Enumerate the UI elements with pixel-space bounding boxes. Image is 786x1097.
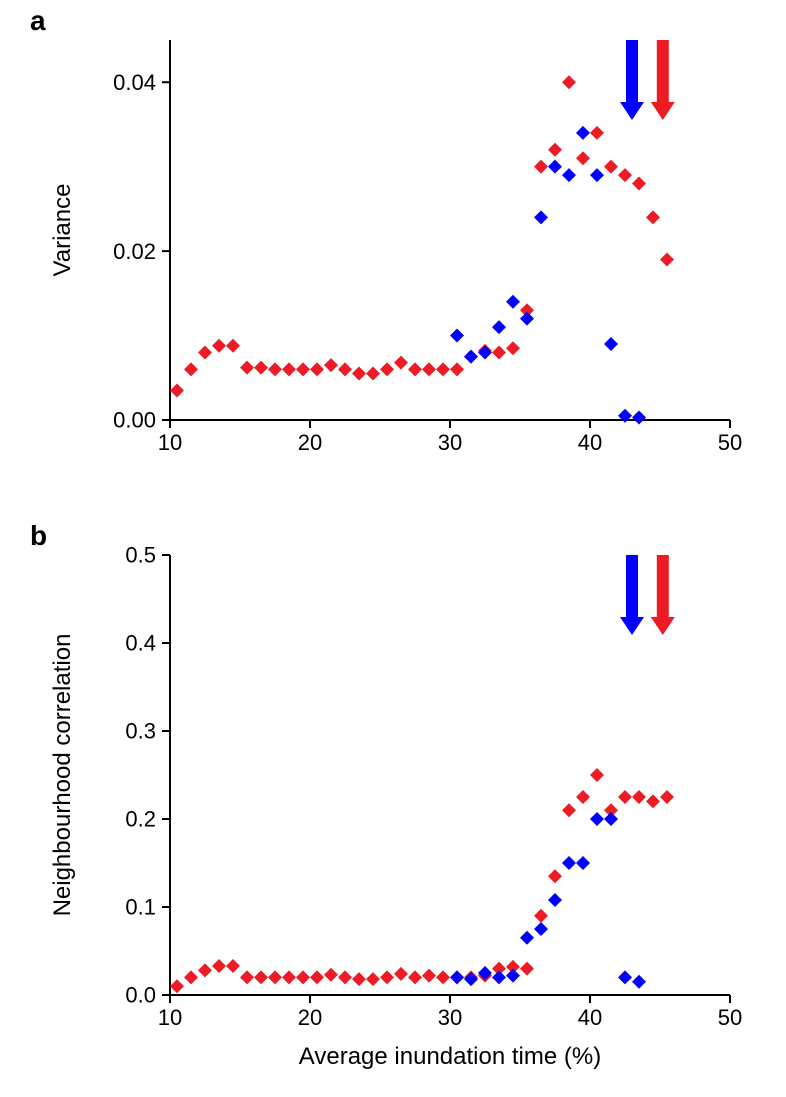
- marker-red: [646, 794, 660, 808]
- marker-blue: [492, 970, 506, 984]
- marker-blue: [478, 966, 492, 980]
- marker-red: [520, 962, 534, 976]
- y-tick-label: 0.0: [125, 983, 156, 1008]
- marker-blue: [618, 970, 632, 984]
- marker-red: [254, 970, 268, 984]
- panel-b-chart: 10 20 30 40 50 0.0 0.1 0.2 0.3 0.4 0.5 Neighbourhoo…: [0, 0, 770, 1055]
- marker-red: [366, 972, 380, 986]
- y-tick-label: 0.3: [125, 719, 156, 744]
- marker-red: [212, 959, 226, 973]
- marker-red: [338, 970, 352, 984]
- marker-red: [576, 790, 590, 804]
- x-tick-label: 10: [158, 1005, 182, 1030]
- marker-red: [394, 967, 408, 981]
- y-tick-label: 0.1: [125, 895, 156, 920]
- marker-red: [184, 970, 198, 984]
- marker-red: [198, 963, 212, 977]
- x-tick-label: 30: [438, 1005, 462, 1030]
- x-tick-label: 20: [298, 1005, 322, 1030]
- marker-red: [296, 970, 310, 984]
- marker-blue: [576, 856, 590, 870]
- marker-red: [170, 979, 184, 993]
- marker-blue: [548, 893, 562, 907]
- marker-red: [310, 970, 324, 984]
- arrow-red: [657, 555, 669, 617]
- marker-blue: [632, 975, 646, 989]
- marker-red: [240, 970, 254, 984]
- marker-blue: [590, 812, 604, 826]
- y-tick-label: 0.5: [125, 543, 156, 568]
- marker-blue: [534, 922, 548, 936]
- arrow-red-head: [651, 617, 675, 635]
- x-tick-label: 40: [578, 1005, 602, 1030]
- y-tick-label: 0.4: [125, 631, 156, 656]
- marker-red: [408, 970, 422, 984]
- marker-blue: [562, 856, 576, 870]
- marker-red: [660, 790, 674, 804]
- marker-red: [618, 790, 632, 804]
- y-tick-label: 0.2: [125, 807, 156, 832]
- marker-blue: [506, 969, 520, 983]
- marker-blue: [464, 972, 478, 986]
- marker-red: [590, 768, 604, 782]
- marker-red: [548, 869, 562, 883]
- marker-blue: [450, 970, 464, 984]
- figure: a 10203040500.000.020.04Variance b 10203…: [0, 0, 786, 1097]
- marker-red: [324, 968, 338, 982]
- marker-red: [562, 803, 576, 817]
- marker-red: [422, 969, 436, 983]
- arrow-blue: [626, 555, 638, 617]
- marker-red: [436, 970, 450, 984]
- marker-red: [380, 970, 394, 984]
- marker-blue: [604, 812, 618, 826]
- marker-red: [352, 972, 366, 986]
- marker-red: [632, 790, 646, 804]
- x-tick-label: 50: [718, 1005, 742, 1030]
- x-axis-label: Average inundation time (%): [170, 1043, 730, 1071]
- arrow-blue-head: [620, 617, 644, 635]
- marker-red: [282, 970, 296, 984]
- y-axis-label: Neighbourhood correlation: [49, 634, 76, 917]
- marker-red: [534, 909, 548, 923]
- marker-blue: [520, 931, 534, 945]
- marker-red: [226, 959, 240, 973]
- marker-red: [268, 970, 282, 984]
